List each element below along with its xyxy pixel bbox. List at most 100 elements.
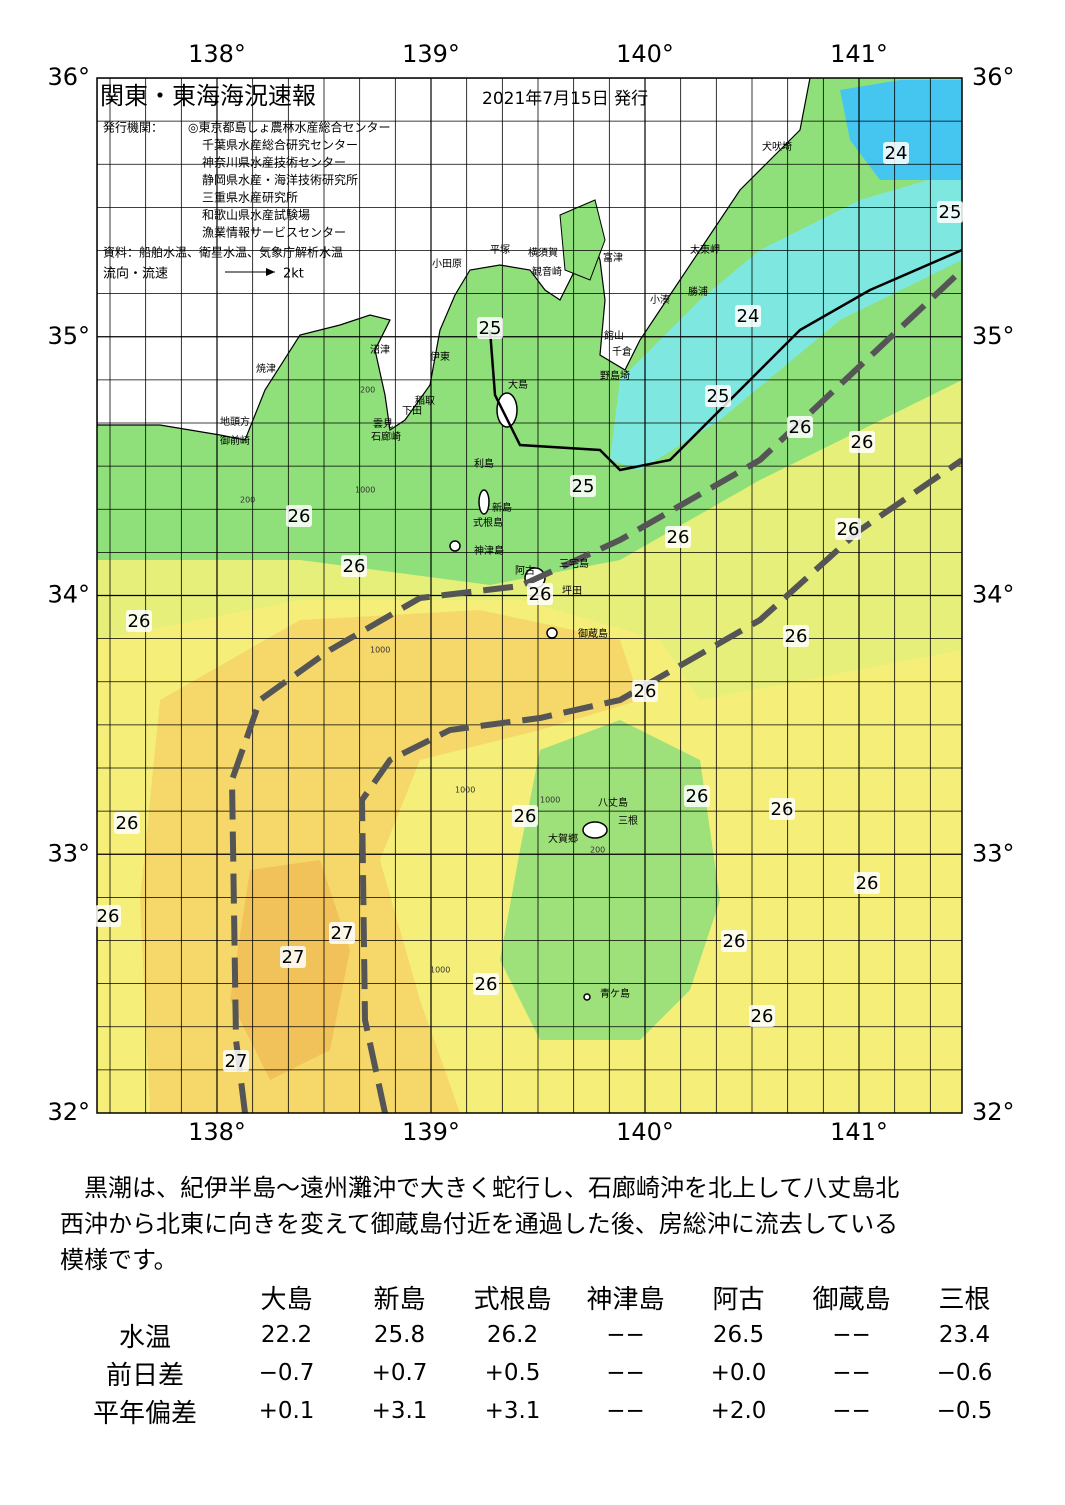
- issuer: 和歌山県水産試験場: [202, 207, 310, 222]
- temperature-label: 26: [667, 527, 690, 548]
- table-cell: +3.1: [484, 1398, 541, 1424]
- table-cell: −0.5: [936, 1398, 993, 1424]
- column-header: 大島: [260, 1284, 313, 1315]
- lon-label: 138°: [188, 1118, 246, 1146]
- temperature-label: 26: [789, 417, 812, 438]
- temperature-label: 26: [851, 432, 874, 453]
- column-header: 新島: [373, 1284, 426, 1315]
- table-header-row: 大島 新島 式根島 神津島 阿古 御蔵島 三根: [60, 1278, 1021, 1316]
- table-cell: +3.1: [371, 1398, 428, 1424]
- temperature-label: 26: [514, 806, 537, 827]
- row-header: 前日差: [105, 1360, 184, 1391]
- temperature-label: 25: [479, 318, 502, 339]
- table-cell: −−: [606, 1398, 645, 1424]
- isotherm-25: [488, 248, 962, 472]
- place-name: 富津: [603, 251, 623, 264]
- lat-label: 33°: [47, 839, 90, 867]
- commentary: 黒潮は、紀伊半島～遠州灘沖で大きく蛇行し、石廊崎沖を北上して八丈島北 西沖から北東…: [60, 1170, 1020, 1278]
- temp-label-bg: [512, 805, 538, 827]
- place-name: 御蔵島: [578, 627, 608, 640]
- temp-label-bg: [749, 1005, 775, 1027]
- column-header: 御蔵島: [812, 1284, 891, 1315]
- temperature-label: 26: [785, 626, 808, 647]
- island-table: 大島 新島 式根島 神津島 阿古 御蔵島 三根 水温 22.2 25.8 26.2 −− 26.5 −− 2…: [60, 1278, 1021, 1430]
- table-cell: +0.5: [484, 1360, 541, 1386]
- lat-label: 36°: [972, 63, 1015, 91]
- temp-label-bg: [665, 526, 691, 548]
- source: 資料：船舶水温、衛星水温、気象庁解析水温: [103, 245, 343, 260]
- lat-label: 35°: [47, 322, 90, 350]
- table-cell: 26.5: [712, 1322, 765, 1348]
- table-cell: −−: [606, 1322, 645, 1348]
- temperature-label: 26: [116, 813, 139, 834]
- place-name: 三宅島: [559, 557, 589, 570]
- table-cell: 26.2: [486, 1322, 539, 1348]
- depth-label: 200: [590, 846, 605, 855]
- sea-warmest: [230, 860, 350, 1080]
- lat-label: 32°: [47, 1098, 90, 1126]
- temp-label-bg: [527, 583, 553, 605]
- temp-label-bg: [280, 946, 306, 968]
- temperature-label: 27: [331, 923, 354, 944]
- place-name: 式根島: [473, 516, 503, 529]
- temp-label-bg: [721, 930, 747, 952]
- place-name: 小田原: [432, 258, 462, 270]
- lon-label: 140°: [616, 40, 674, 68]
- legend-speed: 2kt: [283, 267, 304, 282]
- temperature-label: 24: [737, 306, 760, 327]
- map-body: [97, 78, 962, 1113]
- issuer: 千葉県水産総合研究センター: [202, 137, 358, 152]
- temp-label-bg: [937, 201, 963, 223]
- depth-label: 200: [360, 386, 375, 395]
- table-cell: +2.0: [710, 1398, 767, 1424]
- place-name: 下田: [402, 406, 422, 417]
- temp-label-bg: [883, 142, 909, 164]
- place-name: 千倉: [612, 345, 632, 358]
- place-name: 館山: [604, 329, 624, 342]
- commentary-line: 模様です。: [60, 1246, 178, 1274]
- temperature-label: 26: [634, 681, 657, 702]
- lat-label: 35°: [972, 322, 1015, 350]
- sea-cold: [610, 170, 962, 470]
- depth-label: 1000: [355, 486, 375, 495]
- map-frame: [96, 77, 963, 1114]
- lat-label: 33°: [972, 839, 1015, 867]
- islands: [449, 392, 608, 1001]
- legend-label: 流向・流速: [103, 266, 168, 282]
- table-corner: [60, 1278, 230, 1316]
- table-cell: −0.7: [258, 1360, 315, 1386]
- temp-label-bg: [95, 905, 121, 927]
- temperature-label: 26: [856, 873, 879, 894]
- temperature-label: 27: [225, 1051, 248, 1072]
- sea-hachijo: [500, 720, 720, 1040]
- temperature-label: 27: [282, 947, 305, 968]
- lon-label: 139°: [402, 40, 460, 68]
- temp-label-bg: [114, 812, 140, 834]
- temp-label-bg: [849, 431, 875, 453]
- depth-label: 1000: [455, 786, 475, 795]
- temperature-label: 24: [885, 143, 908, 164]
- place-name: 焼津: [256, 363, 276, 375]
- temp-label-bg: [570, 475, 596, 497]
- legend-arrowhead: [266, 268, 275, 276]
- table-cell: 25.8: [373, 1322, 426, 1348]
- place-name: 雲見: [373, 418, 393, 430]
- land: [97, 78, 811, 441]
- column-header: 神津島: [586, 1284, 665, 1315]
- lat-label: 34°: [47, 581, 90, 609]
- lon-label: 141°: [830, 40, 888, 68]
- temperature-label: 26: [529, 584, 552, 605]
- tokyo-bay: [559, 199, 606, 281]
- place-name: 小湊: [650, 293, 670, 306]
- row-header: 平年偏差: [92, 1398, 197, 1429]
- table-cell: −0.6: [936, 1360, 993, 1386]
- temp-label-bg: [835, 518, 861, 540]
- place-name: 横須賀: [528, 246, 558, 259]
- temp-label-bg: [783, 625, 809, 647]
- temp-label-bg: [473, 973, 499, 995]
- issuer-list: ◎東京都島しょ農林水産総合センター千葉県水産総合研究センター神奈川県水産技術セン…: [188, 120, 390, 240]
- column-header: 阿古: [712, 1284, 765, 1315]
- issuer: ◎東京都島しょ農林水産総合センター: [188, 120, 390, 135]
- row-header: 水温: [118, 1322, 171, 1353]
